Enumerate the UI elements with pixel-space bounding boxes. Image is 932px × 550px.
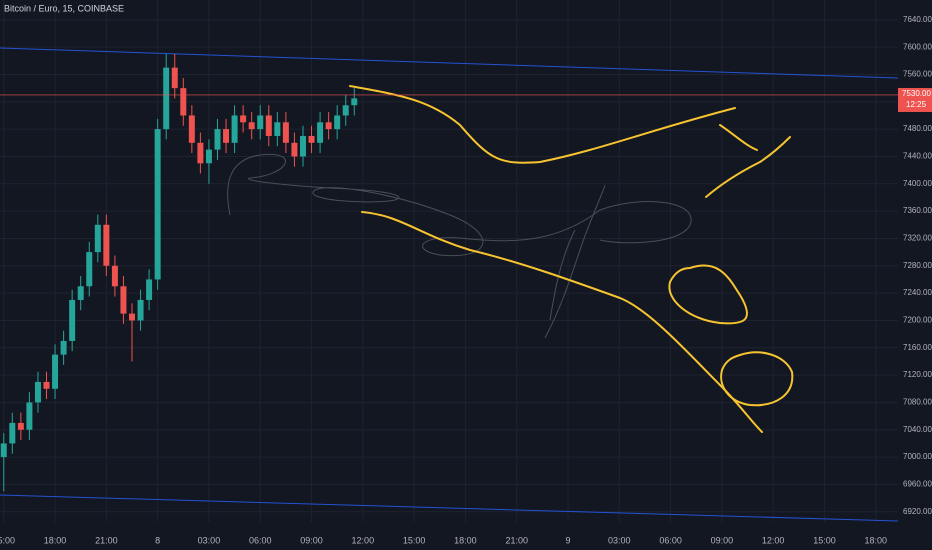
x-tick-label: 09:00 [711, 535, 734, 545]
y-tick-label: 7640.00 [903, 15, 932, 24]
countdown: 12:25 [906, 100, 927, 109]
y-tick-label: 7320.00 [903, 234, 932, 243]
candle-body [77, 286, 84, 300]
candle-body [0, 443, 7, 458]
x-tick-label: 03:00 [198, 535, 221, 545]
x-tick-label: 21:00 [505, 535, 528, 545]
y-tick-label: 7560.00 [903, 70, 932, 79]
candle-body [26, 402, 33, 430]
candle-body [103, 224, 110, 266]
candle-body [111, 265, 118, 287]
price-axis-bg [898, 0, 932, 550]
y-tick-label: 7040.00 [903, 425, 932, 434]
candle-body [231, 115, 238, 143]
y-tick-label: 7440.00 [903, 152, 932, 161]
candle-body [240, 115, 247, 123]
x-tick-label: 9 [565, 535, 570, 545]
candle-body [94, 224, 101, 253]
y-tick-label: 7480.00 [903, 124, 932, 133]
x-tick-label: 12:00 [762, 535, 785, 545]
x-tick-label: 12:00 [352, 535, 375, 545]
y-tick-label: 7400.00 [903, 179, 932, 188]
drawings [349, 85, 794, 433]
candle-body [43, 381, 50, 389]
y-tick-label: 7120.00 [903, 370, 932, 379]
y-tick-label: 6920.00 [903, 507, 932, 516]
candle-body [334, 115, 341, 130]
x-tick-label: 15:00 [403, 535, 426, 545]
x-tick-label: 15:00 [0, 535, 15, 545]
y-tick-label: 7600.00 [903, 42, 932, 51]
candle-body [17, 422, 24, 430]
x-tick-label: 15:00 [813, 535, 836, 545]
candle-body [274, 122, 281, 136]
candle-body [120, 286, 127, 314]
chart-title: Bitcoin / Euro, 15, COINBASE [4, 3, 124, 13]
candle-body [52, 354, 59, 389]
candle-body [129, 313, 135, 321]
candle-body [34, 381, 41, 403]
candle-body [291, 142, 298, 157]
x-tick-label: 18:00 [44, 535, 67, 545]
grid [0, 0, 898, 522]
candle-body [180, 88, 187, 116]
candle-body [9, 422, 16, 444]
x-tick-label: 21:00 [95, 535, 118, 545]
x-tick-label: 09:00 [300, 535, 323, 545]
y-tick-label: 7280.00 [903, 261, 932, 270]
candle-body [299, 135, 306, 157]
candle-body [163, 67, 170, 130]
candle-body [342, 105, 349, 116]
trend-line [0, 47, 899, 79]
candle-body [146, 279, 153, 300]
x-tick-label: 18:00 [454, 535, 477, 545]
candle-body [205, 149, 212, 164]
y-tick-label: 7200.00 [903, 316, 932, 325]
candle-body [214, 129, 221, 150]
y-tick-label: 7240.00 [903, 288, 932, 297]
candle-body [282, 122, 289, 143]
candle-body [137, 299, 144, 321]
x-tick-label: 06:00 [659, 535, 682, 545]
x-tick-label: 06:00 [249, 535, 272, 545]
candle-body [188, 115, 195, 143]
y-tick-label: 6960.00 [903, 480, 932, 489]
candle-body [197, 142, 204, 164]
time-axis-bg [0, 522, 932, 550]
candle-body [351, 98, 358, 106]
candle-body [86, 252, 93, 287]
candle-body [257, 115, 264, 130]
candle-body [325, 122, 332, 130]
candle-body [60, 340, 67, 355]
y-tick-label: 7360.00 [903, 206, 932, 215]
candle-body [223, 129, 230, 143]
candle-body [171, 67, 178, 89]
candles [0, 53, 358, 492]
candle-body [265, 115, 272, 136]
axes: 6920.00 6960.00 7000.00 7040.00 7080.00 7120.… [0, 15, 932, 545]
y-tick-label: 7080.00 [903, 398, 932, 407]
candle-body [317, 122, 324, 143]
x-tick-label: 8 [155, 535, 160, 545]
x-tick-label: 03:00 [608, 535, 631, 545]
candle-body [308, 135, 315, 143]
current-price-box [898, 87, 932, 112]
candle-body [154, 129, 161, 280]
scribbles [227, 153, 692, 339]
candle-body [248, 122, 255, 130]
y-tick-label: 7160.00 [903, 343, 932, 352]
current-price-label: 7530.00 [902, 89, 931, 98]
x-tick-label: 18:00 [865, 535, 888, 545]
candle-body [69, 299, 76, 341]
y-tick-label: 7000.00 [903, 452, 932, 461]
trend-line [0, 494, 899, 522]
